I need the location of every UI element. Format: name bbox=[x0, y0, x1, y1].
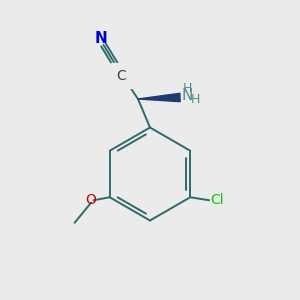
Text: C: C bbox=[117, 69, 126, 82]
Text: H: H bbox=[190, 92, 200, 106]
Text: H: H bbox=[182, 82, 192, 94]
Text: N: N bbox=[94, 31, 107, 46]
Polygon shape bbox=[138, 93, 180, 102]
Text: O: O bbox=[86, 193, 97, 207]
Text: N: N bbox=[182, 88, 193, 103]
Text: Cl: Cl bbox=[211, 193, 224, 207]
